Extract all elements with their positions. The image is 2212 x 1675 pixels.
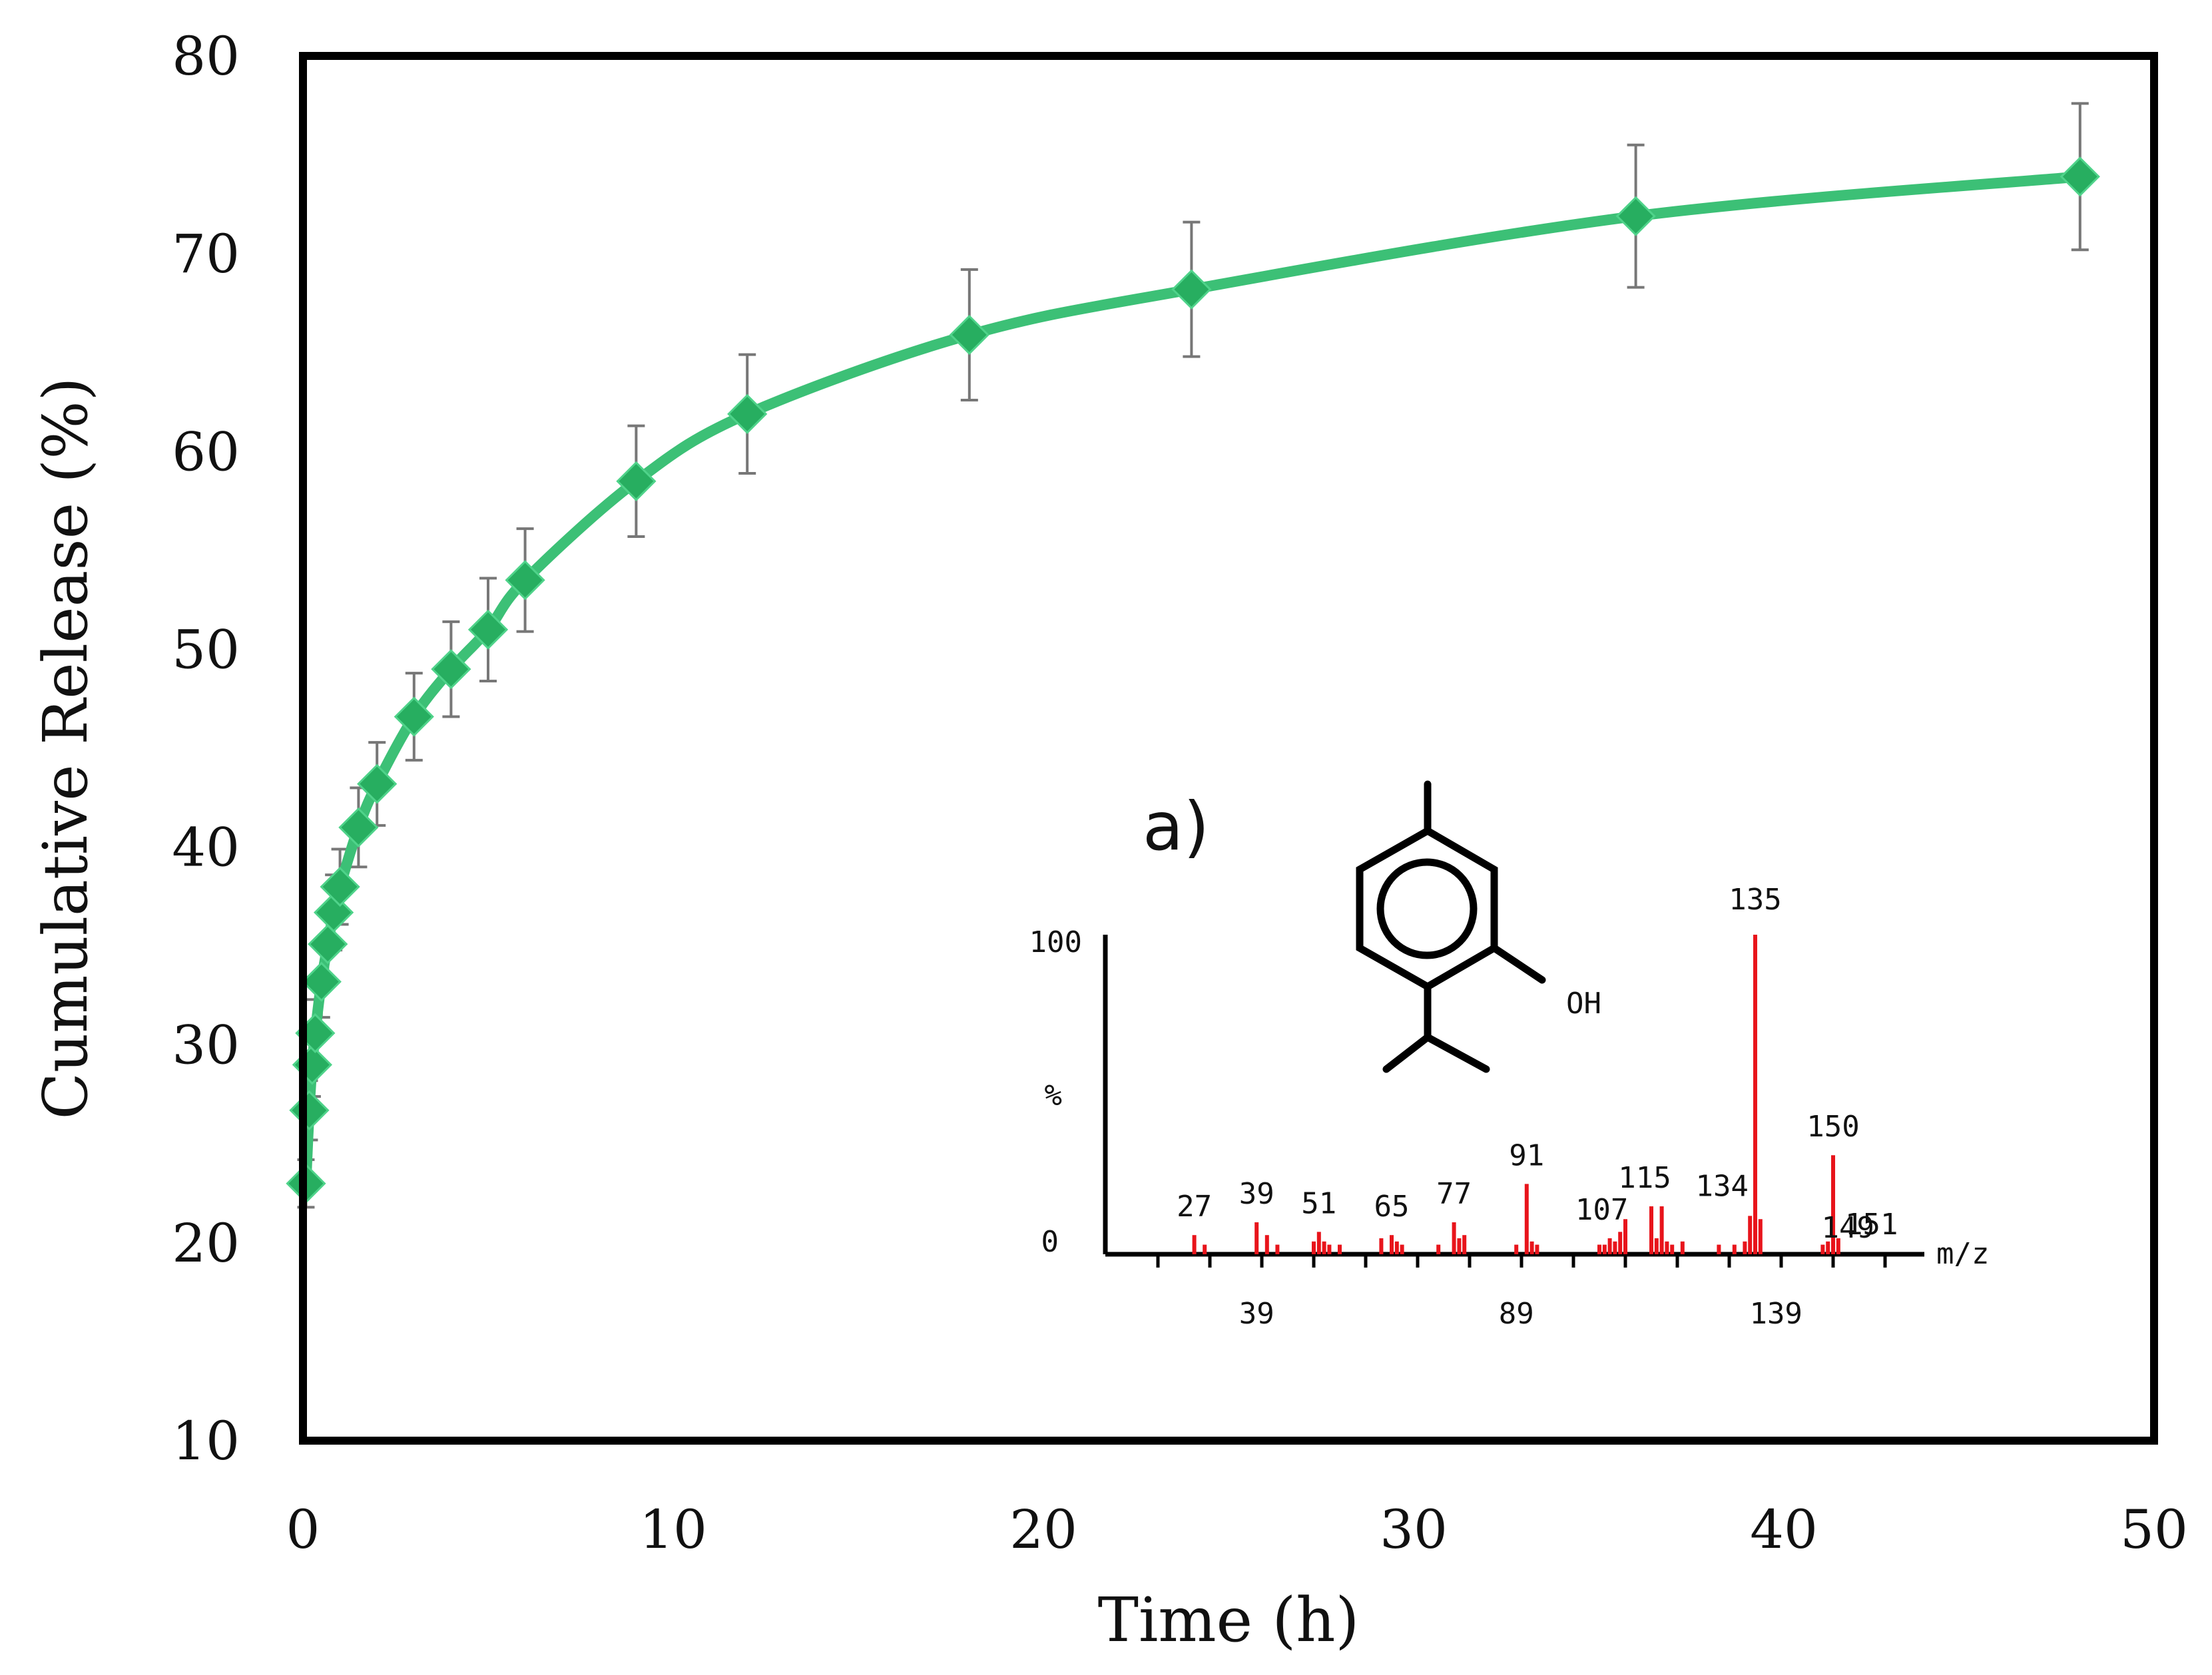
data-point-marker: [949, 314, 989, 356]
structure-isopropyl-right: [1424, 1033, 1490, 1073]
inset-x-tick-label-89: 89: [1499, 1297, 1534, 1331]
inset-x-tick-label-39: 39: [1239, 1297, 1274, 1331]
data-point-marker: [467, 609, 509, 650]
inset-x-tick-label-139: 139: [1749, 1297, 1802, 1331]
y-tick-label-20: 20: [172, 1212, 240, 1274]
ms-peak-label-135: 135: [1729, 883, 1781, 917]
data-point-marker: [308, 924, 348, 965]
ms-peak-label-27: 27: [1177, 1190, 1212, 1224]
data-point-marker: [357, 764, 398, 804]
mass-spectrum-inset: a) OH 100 % 0 m/z 39 89 139 27 39 51 65 77 91 107…: [1029, 780, 1989, 1331]
y-tick-label-40: 40: [172, 817, 240, 879]
x-tick-label-10: 10: [639, 1499, 707, 1560]
data-point-marker: [727, 393, 768, 434]
y-tick-label-80: 80: [172, 25, 240, 87]
ms-peak-label-115: 115: [1618, 1161, 1671, 1195]
data-point-marker: [301, 961, 342, 1002]
ms-peak-label-77: 77: [1436, 1177, 1472, 1211]
ms-peak-label-151: 151: [1845, 1208, 1898, 1242]
ms-peak-label-107: 107: [1575, 1193, 1628, 1227]
ms-peak-label-149: 149: [1821, 1211, 1874, 1245]
structure-aromatic-circle: [1376, 858, 1478, 959]
plot-frame: [299, 52, 2158, 1445]
data-point-marker: [505, 560, 545, 600]
ms-peak-label-39: 39: [1239, 1177, 1274, 1211]
data-point-marker: [431, 649, 471, 690]
data-point-marker: [394, 696, 434, 737]
ms-peak-label-134: 134: [1695, 1169, 1748, 1203]
x-tick-label-40: 40: [1750, 1499, 1818, 1560]
inset-y-100-label: 100: [1029, 925, 1082, 959]
inset-y-0-label: 0: [1041, 1225, 1059, 1259]
data-point-marker: [320, 866, 360, 907]
y-tick-label-60: 60: [172, 421, 240, 483]
y-axis-title: Cumulative Release (%): [30, 377, 101, 1119]
structure-oh-bond: [1490, 944, 1546, 984]
structure-oh-label: OH: [1566, 987, 1601, 1021]
inset-panel-label: a): [1143, 788, 1209, 865]
y-tick-label-10: 10: [172, 1410, 240, 1472]
data-point-marker: [1615, 196, 1656, 236]
x-tick-label-20: 20: [1009, 1499, 1077, 1560]
ms-peak-label-65: 65: [1374, 1190, 1410, 1224]
y-tick-label-50: 50: [172, 618, 240, 680]
data-point-marker: [616, 461, 657, 501]
ms-peak-label-51: 51: [1301, 1186, 1336, 1220]
x-axis-title: Time (h): [1098, 1584, 1360, 1656]
thymol-structure: [1356, 780, 1546, 1073]
y-tick-label-70: 70: [172, 223, 240, 285]
ms-peak-label-150: 150: [1806, 1110, 1859, 1144]
structure-isopropyl-left: [1382, 1033, 1432, 1073]
data-point-marker: [2060, 156, 2100, 197]
y-tick-label-30: 30: [172, 1015, 240, 1077]
x-tick-label-0: 0: [286, 1499, 320, 1560]
data-point-marker: [1171, 269, 1212, 310]
ms-peak-label-91: 91: [1509, 1138, 1544, 1172]
inset-y-percent-label: %: [1045, 1078, 1063, 1112]
main-plot-layer: 10 20 30 40 50 60 70 80 0 10 20 30 40 50: [172, 25, 2188, 1560]
x-tick-label-50: 50: [2120, 1499, 2188, 1560]
inset-x-axis-label: m/z: [1936, 1237, 1989, 1271]
x-tick-label-30: 30: [1380, 1499, 1448, 1560]
data-point-marker: [338, 807, 379, 847]
